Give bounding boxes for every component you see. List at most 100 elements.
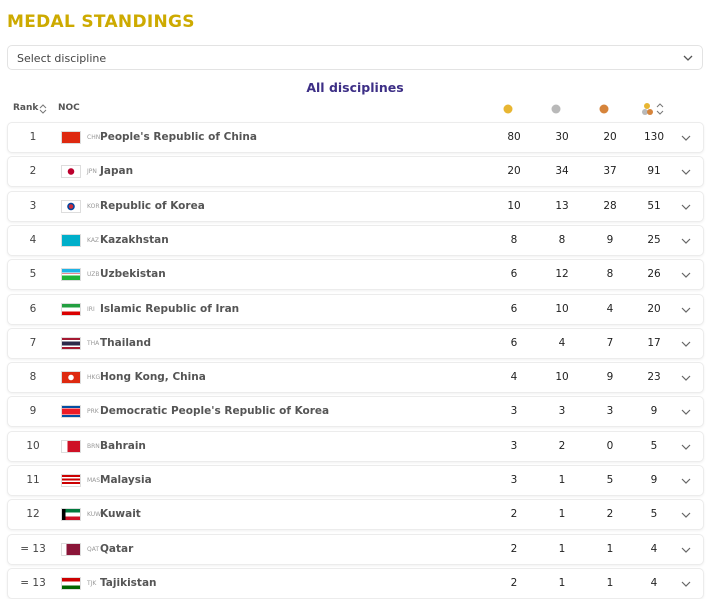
- expand-chevron[interactable]: [680, 304, 692, 316]
- gold-count: 3: [510, 474, 518, 486]
- country-name: Uzbekistan: [100, 268, 166, 281]
- total-count: 20: [647, 302, 661, 315]
- silver-icon: [551, 104, 561, 114]
- total-count: 25: [647, 233, 661, 246]
- expand-chevron[interactable]: [680, 201, 692, 213]
- standings-row: 5 UZB Uzbekistan 6 12 8 26: [7, 259, 704, 291]
- gold-icon: [503, 104, 513, 114]
- bronze-count: 3: [606, 405, 614, 418]
- country-name: Bahrain: [100, 439, 146, 452]
- gold-count: 3: [510, 405, 518, 418]
- flag: [61, 268, 81, 282]
- subtitle: All disciplines: [306, 80, 404, 95]
- bronze-count: 2: [606, 508, 614, 521]
- gold-count: 6: [510, 268, 518, 281]
- dropdown-chevron: [683, 55, 693, 61]
- total-count: 4: [650, 576, 658, 589]
- rank: = 13: [20, 576, 46, 589]
- rank: 3: [29, 199, 37, 212]
- flag: [61, 439, 81, 453]
- standings-row: 9 PRK Democratic People's Republic of Kore…: [7, 396, 704, 428]
- expand-chevron[interactable]: [680, 132, 692, 144]
- bronze-count: 28: [603, 199, 617, 212]
- gold-count: 20: [507, 165, 521, 178]
- country-name: Malaysia: [100, 474, 152, 486]
- country-name: People's Republic of China: [100, 131, 257, 143]
- flag: [61, 131, 81, 144]
- rank: 1: [29, 131, 37, 143]
- silver-count: 10: [555, 302, 569, 315]
- silver-count: 1: [558, 542, 566, 555]
- silver-count: 1: [558, 474, 566, 486]
- country-name: Kazakhstan: [100, 233, 169, 246]
- rank: 2: [29, 165, 37, 178]
- bronze-count: 9: [606, 371, 614, 384]
- country-name: Kuwait: [100, 508, 141, 521]
- page-title: MEDAL STANDINGS: [7, 12, 195, 32]
- silver-count: 1: [558, 576, 566, 589]
- silver-count: 12: [555, 268, 569, 281]
- flag: [61, 508, 81, 522]
- rank: 12: [26, 508, 40, 521]
- noc-code: HKG: [87, 374, 101, 382]
- discipline-select[interactable]: Select discipline: [7, 45, 703, 70]
- silver-count: 30: [555, 131, 569, 143]
- noc-code: QAT: [87, 545, 100, 553]
- expand-chevron[interactable]: [680, 578, 692, 590]
- bronze-count: 7: [606, 336, 614, 349]
- expand-chevron[interactable]: [680, 475, 692, 487]
- standings-row: = 13 QAT Qatar 2 1 1 4: [7, 533, 704, 565]
- rank: 10: [26, 439, 40, 452]
- expand-chevron[interactable]: [680, 406, 692, 418]
- standings-row: 2 JPN Japan 20 34 37 91: [7, 156, 704, 188]
- total-count: 23: [647, 371, 661, 384]
- gold-count: 6: [510, 302, 518, 315]
- bronze-count: 20: [603, 131, 617, 143]
- total-count: 51: [647, 199, 661, 212]
- bronze-count: 9: [606, 233, 614, 246]
- noc-code: KUW: [87, 511, 102, 519]
- gold-count: 80: [507, 131, 521, 143]
- noc-code: KOR: [87, 202, 100, 210]
- rank: 6: [29, 302, 37, 315]
- gold-count: 10: [507, 199, 521, 212]
- standings-row: 1 CHN People's Republic of China 80 30 20 130: [7, 122, 704, 153]
- expand-chevron[interactable]: [680, 235, 692, 247]
- expand-chevron[interactable]: [680, 338, 692, 350]
- country-name: Japan: [100, 165, 134, 178]
- rank: 8: [29, 371, 37, 384]
- standings-row: 7 THA Thailand 6 4 7 17: [7, 327, 704, 359]
- total-count: 5: [650, 508, 658, 521]
- silver-count: 1: [558, 508, 566, 521]
- select-placeholder: Select discipline: [17, 52, 107, 65]
- rank: 7: [29, 336, 37, 349]
- country-name: Tajikistan: [100, 576, 157, 589]
- expand-chevron[interactable]: [680, 166, 692, 178]
- expand-chevron[interactable]: [680, 269, 692, 281]
- bronze-count: 1: [606, 576, 614, 589]
- rank-header[interactable]: Rank: [13, 103, 39, 113]
- expand-chevron[interactable]: [680, 509, 692, 521]
- rank: 11: [26, 474, 40, 486]
- country-name: Hong Kong, China: [100, 371, 206, 384]
- total-count: 5: [650, 439, 658, 452]
- noc-code: UZB: [87, 271, 100, 279]
- standings-row: 3 KOR Republic of Korea 10 13 28 51: [7, 190, 704, 222]
- silver-count: 4: [558, 336, 566, 349]
- noc-code: JPN: [87, 168, 97, 176]
- flag: [61, 336, 81, 350]
- standings-row: 4 KAZ Kazakhstan 8 8 9 25: [7, 224, 704, 256]
- bronze-count: 1: [606, 542, 614, 555]
- expand-chevron[interactable]: [680, 372, 692, 384]
- noc-code: MAS: [87, 477, 101, 484]
- gold-count: 6: [510, 336, 518, 349]
- standings-row: 6 IRI Islamic Republic of Iran 6 10 4 20: [7, 293, 704, 325]
- expand-chevron[interactable]: [680, 544, 692, 556]
- noc-code: BRN: [87, 442, 100, 450]
- silver-count: 10: [555, 371, 569, 384]
- gold-count: 4: [510, 371, 518, 384]
- sort-icon: [656, 103, 664, 115]
- expand-chevron[interactable]: [680, 441, 692, 453]
